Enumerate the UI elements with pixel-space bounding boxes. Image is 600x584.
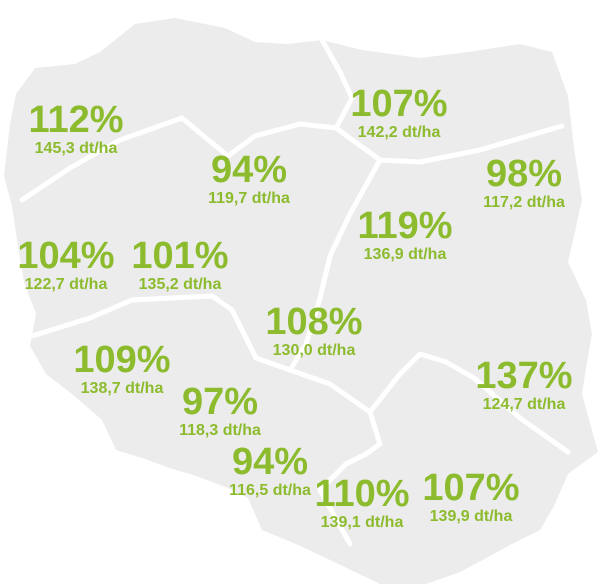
region-label-s1: 94% 116,5 dt/ha — [229, 442, 311, 500]
region-yield: 118,3 dt/ha — [179, 422, 261, 439]
region-yield: 139,9 dt/ha — [429, 508, 513, 525]
region-percent: 94% — [210, 149, 288, 191]
region-percent: 98% — [485, 153, 563, 195]
region-label-se: 107% 139,9 dt/ha — [422, 468, 519, 526]
region-percent: 112% — [28, 99, 124, 141]
region-yield: 116,5 dt/ha — [229, 482, 311, 499]
region-yield: 145,3 dt/ha — [34, 140, 118, 157]
region-yield: 136,9 dt/ha — [363, 246, 447, 263]
region-label-ne: 98% 117,2 dt/ha — [483, 154, 565, 212]
region-label-n: 107% 142,2 dt/ha — [350, 84, 447, 142]
region-yield: 119,7 dt/ha — [208, 190, 290, 207]
region-yield: 117,2 dt/ha — [483, 194, 565, 211]
region-label-cc: 108% 130,0 dt/ha — [265, 302, 362, 360]
region-label-s2: 110% 139,1 dt/ha — [314, 474, 409, 532]
country-shape — [4, 18, 598, 584]
region-percent: 94% — [231, 441, 309, 483]
region-label-e: 137% 124,7 dt/ha — [475, 356, 572, 414]
region-yield: 135,2 dt/ha — [138, 276, 222, 293]
region-yield: 130,0 dt/ha — [272, 342, 356, 359]
region-percent: 110% — [314, 473, 410, 515]
region-label-nc: 94% 119,7 dt/ha — [208, 150, 290, 208]
region-percent: 104% — [17, 235, 115, 277]
region-yield: 139,1 dt/ha — [320, 514, 404, 531]
region-percent: 108% — [265, 301, 363, 343]
region-percent: 107% — [350, 83, 448, 125]
region-label-sw: 109% 138,7 dt/ha — [73, 340, 170, 398]
region-label-w: 104% 122,7 dt/ha — [17, 236, 114, 294]
region-percent: 97% — [181, 381, 259, 423]
region-percent: 137% — [475, 355, 573, 397]
region-label-wc: 101% 135,2 dt/ha — [131, 236, 228, 294]
region-percent: 101% — [131, 235, 229, 277]
region-yield: 142,2 dt/ha — [357, 124, 441, 141]
region-label-c: 119% 136,9 dt/ha — [357, 206, 452, 264]
region-label-sw2: 97% 118,3 dt/ha — [179, 382, 261, 440]
region-percent: 119% — [357, 205, 453, 247]
region-percent: 107% — [422, 467, 520, 509]
region-yield: 122,7 dt/ha — [24, 276, 108, 293]
region-percent: 109% — [73, 339, 171, 381]
region-yield: 138,7 dt/ha — [80, 380, 164, 397]
region-borders — [19, 37, 571, 547]
region-label-nw: 112% 145,3 dt/ha — [28, 100, 123, 158]
region-yield: 124,7 dt/ha — [482, 396, 566, 413]
